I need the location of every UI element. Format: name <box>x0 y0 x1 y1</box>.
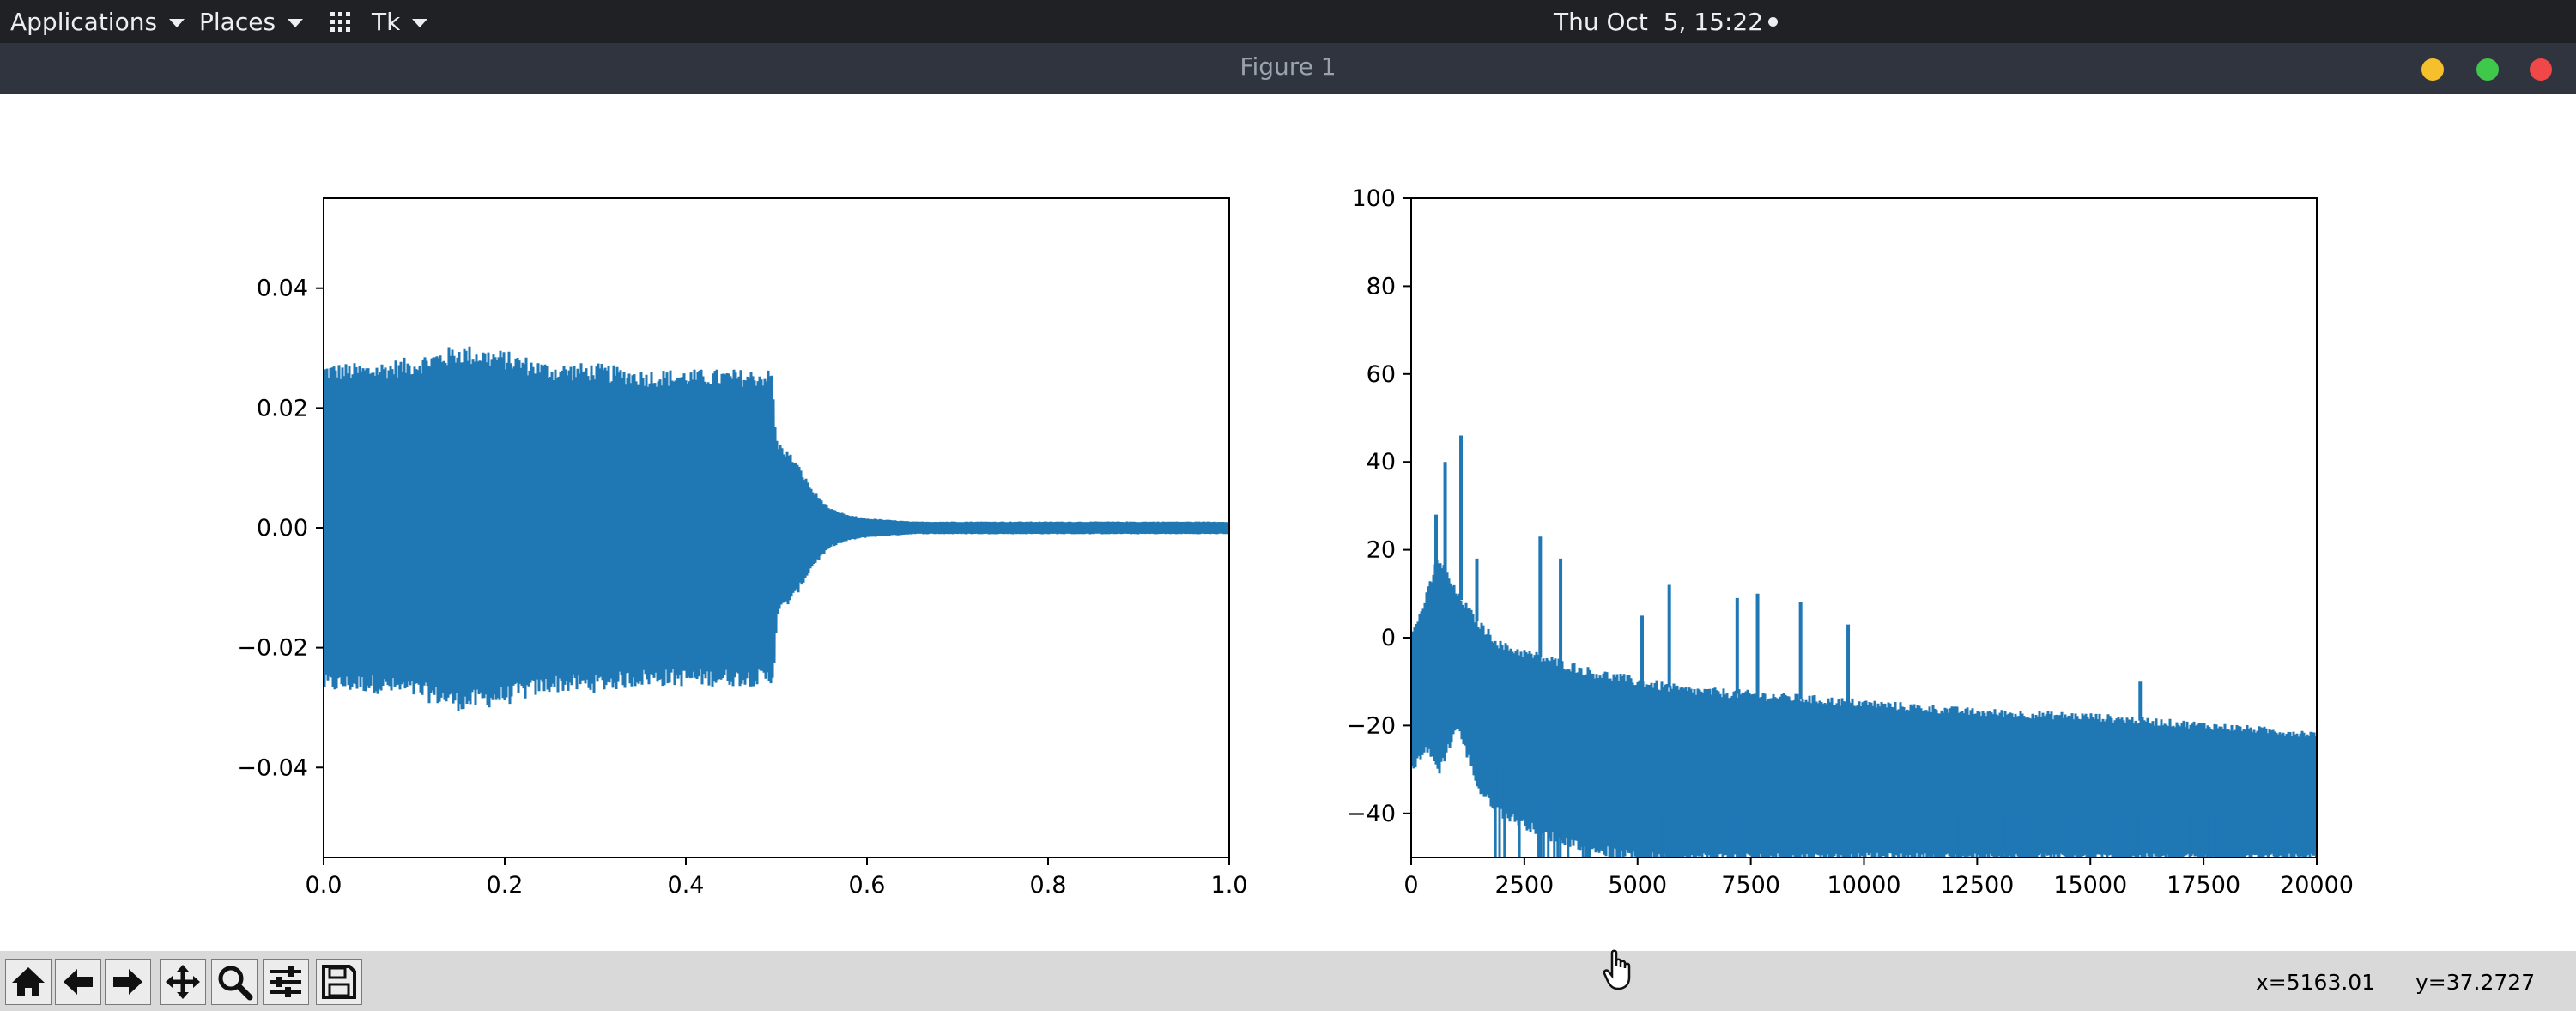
series-line <box>324 346 1229 711</box>
y-tick-label: 40 <box>1367 449 1396 475</box>
app-menu[interactable]: Tk <box>329 0 428 43</box>
back-arrow-icon <box>64 969 93 995</box>
y-tick-label: −0.02 <box>237 635 308 662</box>
chevron-down-icon <box>169 18 185 27</box>
x-tick-label: 0 <box>1403 872 1418 899</box>
x-tick-label: 1.0 <box>1211 872 1248 899</box>
chevron-down-icon <box>288 18 304 27</box>
places-label: Places <box>199 7 276 36</box>
window-title: Figure 1 <box>1240 52 1336 81</box>
applications-menu[interactable]: Applications <box>10 0 185 43</box>
save-button[interactable] <box>316 959 362 1005</box>
x-coordinate-readout: x=5163.01 <box>2256 970 2376 995</box>
signal-trace <box>1411 560 2317 857</box>
applications-label: Applications <box>10 7 158 36</box>
x-tick-label: 10000 <box>1827 872 1901 899</box>
home-button[interactable] <box>5 959 52 1005</box>
close-button[interactable] <box>2530 58 2552 81</box>
zoom-magnifier-icon <box>218 966 253 1001</box>
configure-subplots-button[interactable] <box>263 959 309 1005</box>
x-tick-label: 15000 <box>2053 872 2127 899</box>
x-tick-label: 0.2 <box>487 872 524 899</box>
x-tick-label: 0.8 <box>1030 872 1067 899</box>
x-tick-label: 5000 <box>1608 872 1667 899</box>
waveform-plot: 0.0 0.2 0.4 0.6 0.8 1.0 −0.04 −0.02 0.00 0.02 0.04 <box>237 197 1248 899</box>
figure-canvas[interactable]: 0.0 0.2 0.4 0.6 0.8 1.0 −0.04 −0.02 0.00 0.02 0.04… <box>0 94 2576 951</box>
y-tick-label: −40 <box>1347 801 1396 827</box>
app-label: Tk <box>372 7 401 36</box>
figure-svg: 0.0 0.2 0.4 0.6 0.8 1.0 −0.04 −0.02 0.00 0.02 0.04… <box>237 185 2354 899</box>
y-tick-label: 0.00 <box>257 515 308 542</box>
maximize-button[interactable] <box>2476 58 2499 81</box>
back-button[interactable] <box>55 959 101 1005</box>
forward-button[interactable] <box>105 959 151 1005</box>
y-tick-label: 0 <box>1381 625 1396 651</box>
y-tick-label: 0.02 <box>257 395 308 421</box>
top-panel: Applications Places Tk Thu Oct 5, 15:22 <box>0 0 2576 43</box>
x-tick-label: 2500 <box>1495 872 1555 899</box>
y-tick-label: −0.04 <box>237 754 308 781</box>
clock-text: Thu Oct 5, 15:22 <box>1554 7 1764 36</box>
zoom-button[interactable] <box>211 959 258 1005</box>
notification-dot-icon <box>1768 16 1779 27</box>
signal-trace <box>324 346 1229 711</box>
x-tick-label: 0.6 <box>849 872 886 899</box>
save-disk-icon <box>322 965 356 999</box>
hand-cursor-icon <box>1603 949 1631 990</box>
y-tick-label: −20 <box>1347 712 1396 739</box>
y-tick-label: 0.04 <box>257 275 308 302</box>
home-icon <box>12 967 45 996</box>
x-tick-label: 7500 <box>1721 872 1780 899</box>
y-tick-label: 20 <box>1367 537 1396 564</box>
spectrum-plot: 0 2500 5000 7500 10000 12500 15000 17500 20000 −4… <box>1347 185 2354 899</box>
app-grid-icon <box>330 12 350 32</box>
window-titlebar[interactable]: Figure 1 <box>0 43 2576 94</box>
chevron-down-icon <box>412 18 428 27</box>
clock[interactable]: Thu Oct 5, 15:22 <box>1554 0 1779 43</box>
y-tick-label: 100 <box>1351 185 1396 212</box>
navigation-toolbar: x=5163.01 y=37.2727 <box>0 949 2576 1011</box>
x-tick-label: 12500 <box>1940 872 2014 899</box>
series-line <box>1411 435 2317 857</box>
x-tick-label: 17500 <box>2167 872 2240 899</box>
pan-move-icon <box>166 965 200 999</box>
y-tick-label: 60 <box>1367 361 1396 388</box>
x-tick-label: 0.0 <box>306 872 342 899</box>
x-tick-label: 0.4 <box>668 872 705 899</box>
y-coordinate-readout: y=37.2727 <box>2415 970 2536 995</box>
subplots-config-icon <box>270 966 301 997</box>
y-tick-label: 80 <box>1367 273 1396 300</box>
minimize-button[interactable] <box>2421 58 2444 81</box>
x-tick-label: 20000 <box>2280 872 2354 899</box>
places-menu[interactable]: Places <box>199 0 304 43</box>
forward-arrow-icon <box>113 969 142 995</box>
pan-button[interactable] <box>160 959 206 1005</box>
